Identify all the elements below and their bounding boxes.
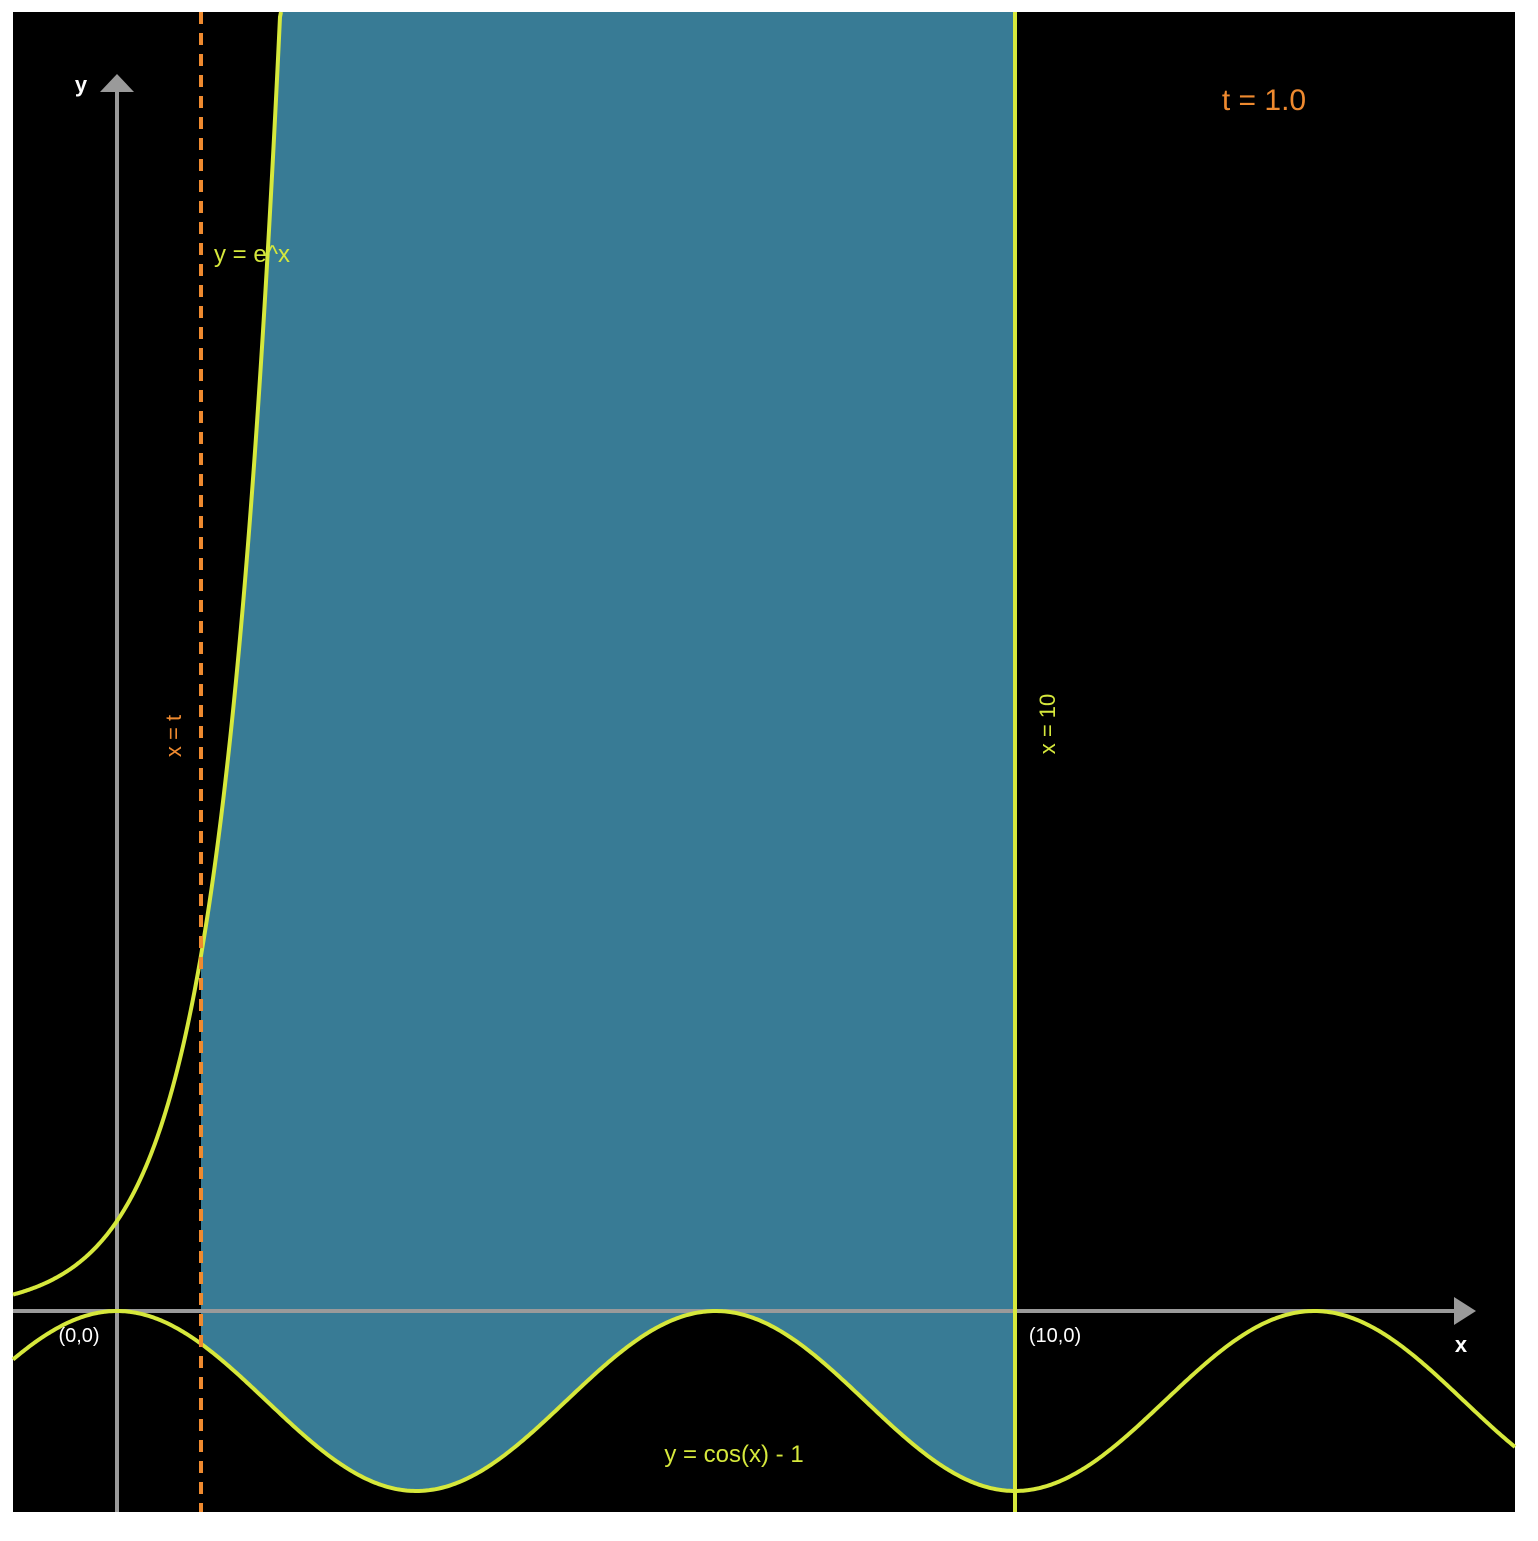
exp-curve-label: y = e^x (214, 241, 290, 268)
shaded-area-region (201, 12, 1015, 1491)
point-10-label: (10,0) (1029, 1325, 1081, 1347)
line-10-label: x = 10 (1035, 694, 1060, 755)
cos-curve-label: y = cos(x) - 1 (664, 1441, 803, 1468)
exp-curve (12, 11, 283, 1297)
y-axis-arrow-icon (100, 74, 134, 92)
line-t-label: x = t (161, 715, 186, 757)
y-axis-label: y (75, 72, 88, 97)
origin-point-label: (0,0) (58, 1325, 99, 1347)
cos-curve (11, 1309, 1517, 1493)
x-axis-arrow-icon (1454, 1297, 1476, 1325)
time-readout: t = 1.0 (1222, 84, 1306, 117)
x-axis-label: x (1455, 1332, 1468, 1357)
